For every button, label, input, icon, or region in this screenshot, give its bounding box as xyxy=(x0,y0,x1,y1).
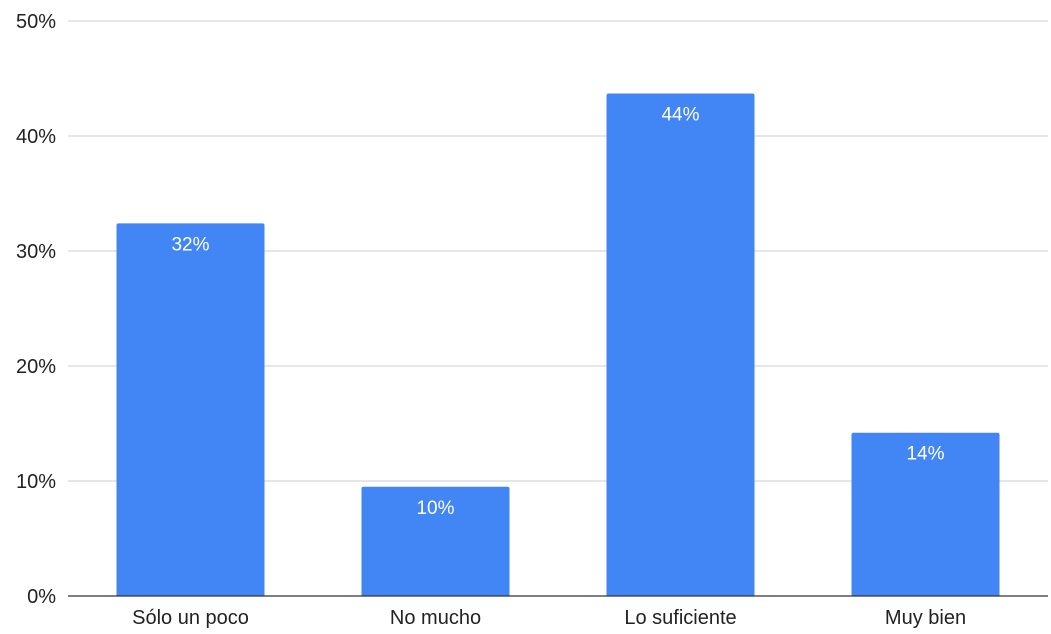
x-category-label: Lo suficiente xyxy=(624,607,736,629)
y-tick-label: 10% xyxy=(16,471,56,493)
y-tick-label: 30% xyxy=(16,241,56,263)
data-label: 14% xyxy=(906,444,944,465)
bar xyxy=(361,486,510,596)
x-category-label: No mucho xyxy=(390,607,481,629)
x-category-label: Muy bien xyxy=(885,607,966,629)
y-tick-label: 50% xyxy=(16,11,56,33)
data-label: 10% xyxy=(416,498,454,519)
data-label: 32% xyxy=(171,234,209,255)
y-tick-label: 0% xyxy=(27,586,56,608)
bar xyxy=(851,432,1000,596)
y-tick-label: 40% xyxy=(16,126,56,148)
data-label: 44% xyxy=(661,104,699,125)
bar xyxy=(116,223,265,596)
y-tick-label: 20% xyxy=(16,356,56,378)
bar xyxy=(606,93,755,596)
x-category-label: Sólo un poco xyxy=(132,607,249,629)
